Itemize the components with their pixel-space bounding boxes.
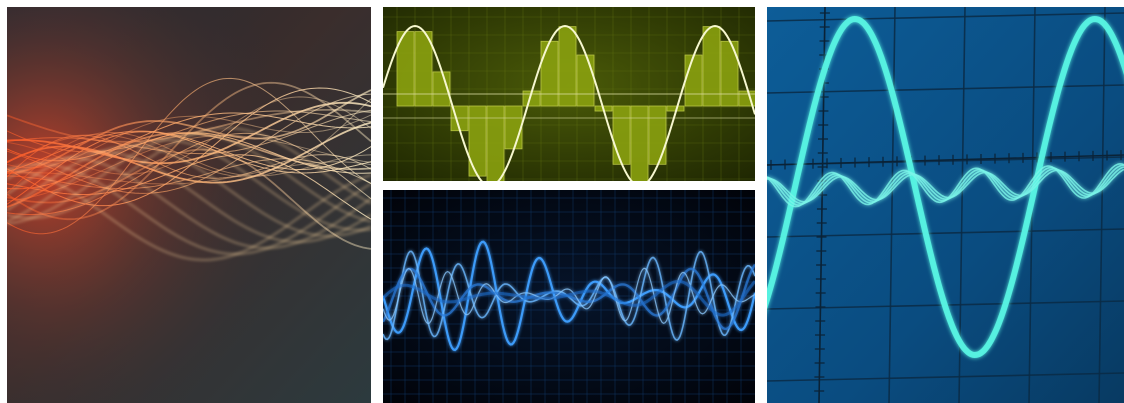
sample-bar (414, 31, 433, 107)
sample-bar (486, 105, 505, 181)
light-streak (7, 134, 371, 179)
sample-bar (576, 54, 595, 107)
light-streak (7, 81, 371, 221)
light-streaks-wave-image (7, 7, 371, 403)
sample-bar (630, 105, 649, 181)
light-streak-glow (7, 162, 371, 256)
sampled-sine-wave-image (383, 7, 755, 181)
large-sine-trace (767, 15, 1124, 359)
waveform-trace (383, 240, 755, 352)
scope-grid-horizontal (767, 12, 1124, 22)
sine-curve (383, 24, 755, 181)
sample-bar (612, 105, 631, 165)
small-ripple-trace (767, 163, 1124, 208)
light-streak (7, 121, 371, 184)
light-streaks-svg (7, 7, 371, 403)
light-streak (7, 101, 371, 165)
blue-waveform-svg (383, 190, 755, 403)
light-streak-glow (7, 132, 371, 226)
light-streak (7, 109, 371, 155)
sample-bar (648, 105, 667, 165)
waveform-trace (383, 267, 755, 325)
scope-traces (767, 15, 1124, 359)
scope-grid (767, 7, 1124, 403)
waveform-trace (383, 279, 755, 317)
light-streak-glow (7, 156, 371, 250)
light-streak-glow (7, 138, 371, 232)
sample-bar (684, 54, 703, 107)
small-ripple-trace (767, 166, 1124, 205)
light-streak (7, 89, 371, 174)
light-streak (7, 77, 371, 235)
light-streak (7, 96, 371, 175)
waveform-traces (383, 240, 755, 352)
scope-grid-horizontal (767, 84, 1124, 94)
scope-axis-ticks (767, 7, 1124, 403)
light-streak-group (7, 77, 371, 262)
sample-bar (504, 105, 523, 150)
scope-grid-horizontal (767, 372, 1124, 382)
sampled-sine-svg (383, 7, 755, 181)
light-streak (7, 154, 371, 220)
scope-grid-horizontal (767, 228, 1124, 238)
scope-grid-vertical (888, 7, 896, 403)
light-streak (7, 132, 371, 194)
small-ripple-trace (767, 168, 1124, 203)
sample-bar (540, 40, 559, 107)
scope-grid-vertical (1098, 7, 1106, 403)
oscilloscope-sine-image (767, 7, 1124, 403)
light-streak-glow (7, 168, 371, 262)
oscilloscope-svg (767, 7, 1124, 403)
light-streak-glow (7, 126, 371, 220)
blue-waveform-image (383, 190, 755, 403)
